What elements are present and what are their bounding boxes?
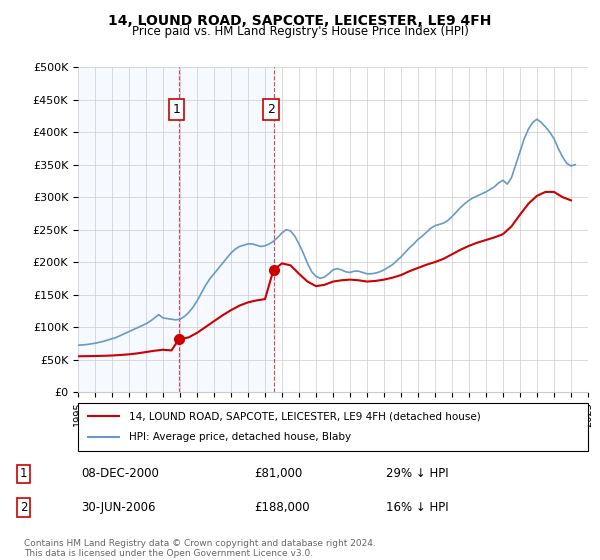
Text: 2: 2 (267, 103, 275, 116)
Text: £188,000: £188,000 (254, 501, 310, 514)
Text: Price paid vs. HM Land Registry's House Price Index (HPI): Price paid vs. HM Land Registry's House … (131, 25, 469, 38)
Text: 29% ↓ HPI: 29% ↓ HPI (386, 468, 449, 480)
Text: 16% ↓ HPI: 16% ↓ HPI (386, 501, 449, 514)
Bar (78, 67, 179, 392)
Text: 1: 1 (172, 103, 180, 116)
Text: Contains HM Land Registry data © Crown copyright and database right 2024.
This d: Contains HM Land Registry data © Crown c… (24, 539, 376, 558)
Text: 14, LOUND ROAD, SAPCOTE, LEICESTER, LE9 4FH (detached house): 14, LOUND ROAD, SAPCOTE, LEICESTER, LE9 … (129, 411, 481, 421)
Text: HPI: Average price, detached house, Blaby: HPI: Average price, detached house, Blab… (129, 432, 351, 442)
Text: 30-JUN-2006: 30-JUN-2006 (81, 501, 155, 514)
Text: £81,000: £81,000 (254, 468, 302, 480)
Text: 2: 2 (20, 501, 27, 514)
FancyBboxPatch shape (78, 403, 588, 451)
Text: 1: 1 (20, 468, 27, 480)
Bar (179, 67, 274, 392)
Text: 08-DEC-2000: 08-DEC-2000 (81, 468, 159, 480)
Text: 14, LOUND ROAD, SAPCOTE, LEICESTER, LE9 4FH: 14, LOUND ROAD, SAPCOTE, LEICESTER, LE9 … (109, 14, 491, 28)
